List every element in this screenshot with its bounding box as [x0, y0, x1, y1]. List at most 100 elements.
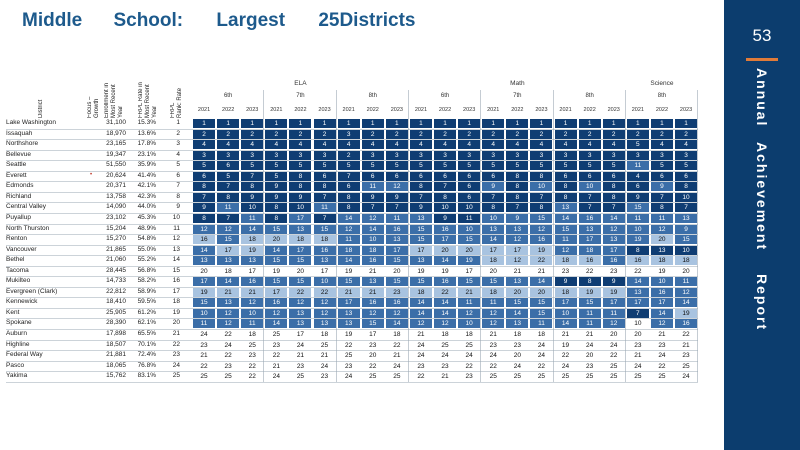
rank-cell: 18 [385, 330, 408, 339]
rank-cell: 19 [337, 330, 360, 339]
rank-cell: 13 [241, 256, 264, 266]
rank-cell: 7 [650, 192, 673, 202]
header-frpl-rank: FRPL Rank: Rate [170, 87, 183, 118]
frpl-rank-value: 1 [176, 119, 180, 126]
rank-cell: 13 [193, 256, 216, 266]
rank-cell: 9 [650, 182, 673, 192]
rank-cell: 14 [409, 308, 432, 318]
enrollment-value: 13,758 [106, 192, 126, 200]
rank-cell: 17 [193, 277, 216, 287]
rank-cell: 23 [361, 340, 384, 350]
rank-cell: 16 [578, 256, 601, 266]
row-divider [6, 244, 699, 246]
row-divider [6, 350, 699, 352]
rank-cell: 9 [193, 203, 216, 213]
rank-cell: 6 [578, 171, 601, 181]
rank-cell: 5 [361, 161, 384, 171]
rank-cell: 8 [265, 203, 288, 213]
rank-cell: 4 [530, 140, 553, 150]
rank-cell: 12 [506, 256, 529, 266]
row-divider [6, 191, 699, 193]
rank-cell: 17 [361, 330, 384, 339]
rank-cell: 25 [385, 372, 408, 382]
rank-cell: 15 [530, 213, 553, 223]
rank-cell: 3 [361, 150, 384, 160]
rank-cell: 11 [241, 319, 264, 329]
rank-cell: 8 [650, 203, 673, 213]
rank-cell: 17 [217, 245, 240, 255]
rank-cell: 6 [193, 171, 216, 181]
rank-cell: 23 [554, 266, 577, 276]
rank-cell: 1 [650, 119, 673, 128]
rank-cell: 1 [482, 119, 505, 128]
rank-cell: 6 [337, 182, 360, 192]
rank-cell: 16 [361, 256, 384, 266]
grade-header: 6th [223, 93, 233, 99]
frpl-rank-value: 10 [172, 213, 180, 221]
frpl-rank-value: 22 [172, 340, 180, 348]
frpl-rank-value: 11 [173, 224, 180, 232]
rank-cell: 4 [361, 140, 384, 150]
rank-cell: 16 [241, 277, 264, 287]
rank-cell: 25 [650, 372, 673, 382]
rank-cell: 15 [626, 203, 649, 213]
year-header: 2023 [463, 107, 476, 113]
rank-cell: 3 [506, 150, 529, 160]
rank-cell: 4 [602, 140, 625, 150]
district-name: Auburn [6, 330, 27, 337]
rank-cell: 18 [482, 287, 505, 297]
rank-cell: 12 [602, 224, 625, 234]
enrollment-value: 28,390 [106, 319, 126, 327]
year-header: 2021 [270, 107, 283, 113]
rank-cell: 8 [193, 182, 216, 192]
rank-cell: 25 [578, 372, 601, 382]
frpl-rank-value: 13 [172, 245, 180, 253]
enrollment-value: 17,898 [106, 330, 126, 337]
frpl-rank-value: 6 [176, 171, 180, 179]
district-name: Vancouver [6, 245, 37, 253]
rank-cell: 8 [530, 171, 553, 181]
rank-cell: 5 [675, 161, 698, 171]
rank-cell: 13 [289, 319, 312, 329]
rank-cell: 23 [337, 361, 360, 371]
rank-cell: 6 [434, 171, 457, 181]
rank-cell: 7 [602, 203, 625, 213]
rank-cell: 20 [193, 266, 216, 276]
frpl-rate-value: 58.9% [137, 287, 156, 295]
rank-cell: 23 [313, 372, 336, 382]
frpl-rate-value: 59.5% [137, 298, 156, 306]
rank-cell: 20 [650, 235, 673, 245]
rank-cell: 14 [434, 308, 457, 318]
rank-cell: 5 [217, 171, 240, 181]
rank-cell: 19 [434, 266, 457, 276]
rank-cell: 9 [626, 192, 649, 202]
rank-cell: 5 [241, 161, 264, 171]
rank-cell: 12 [385, 182, 408, 192]
rank-cell: 22 [650, 361, 673, 371]
rank-cell: 21 [530, 266, 553, 276]
rank-cell: 25 [602, 361, 625, 371]
enrollment-value: 25,905 [106, 308, 126, 316]
rank-cell: 8 [241, 182, 264, 192]
rank-cell: 9 [602, 277, 625, 287]
rank-cell: 10 [434, 203, 457, 213]
district-name: Tacoma [6, 266, 29, 274]
rank-cell: 4 [241, 140, 264, 150]
rank-cell: 12 [675, 287, 698, 297]
rank-cell: 14 [675, 298, 698, 308]
frpl-rank-value: 5 [176, 161, 180, 169]
rank-cell: 1 [241, 119, 264, 128]
rank-cell: 16 [385, 298, 408, 308]
rank-cell: 21 [361, 266, 384, 276]
rank-cell: 23 [193, 340, 216, 350]
rank-cell: 10 [458, 203, 481, 213]
rank-cell: 18 [289, 235, 312, 245]
rank-cell: 7 [578, 192, 601, 202]
row-divider [6, 223, 699, 225]
rank-cell: 16 [385, 224, 408, 234]
rank-cell: 21 [578, 330, 601, 339]
rank-cell: 1 [506, 119, 529, 128]
enrollment-value: 15,204 [106, 224, 126, 232]
rank-cell: 8 [626, 245, 649, 255]
rank-cell: 11 [361, 182, 384, 192]
